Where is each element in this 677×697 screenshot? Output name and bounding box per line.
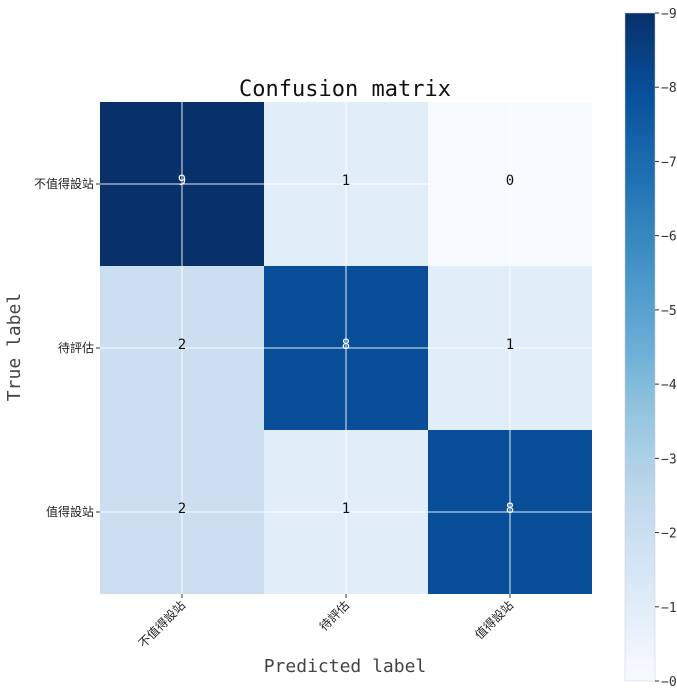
cell-value-label: 8 (506, 501, 514, 517)
cell-value-label: 1 (506, 337, 514, 353)
y-tick-label: 不值得設站 (34, 176, 94, 191)
colorbar-tick-label: −6 (661, 230, 677, 245)
x-tick-label: 待評估 (316, 598, 352, 634)
chart-title: Confusion matrix (239, 77, 451, 102)
y-axis-label: True label (4, 293, 25, 401)
y-tick-label: 待評估 (58, 340, 94, 355)
cell-value-label: 9 (178, 173, 186, 189)
colorbar-tick-label: −1 (661, 601, 677, 616)
x-axis-label: Predicted label (264, 656, 427, 677)
cell-value-label: 2 (178, 337, 186, 353)
colorbar (624, 12, 656, 682)
cell-value-label: 1 (342, 173, 350, 189)
grid-lines (100, 102, 592, 594)
colorbar-tick-label: −4 (661, 378, 677, 393)
colorbar-tick-label: −8 (661, 81, 677, 96)
cell-value-label: 8 (342, 337, 350, 353)
cell-value-label: 2 (178, 501, 186, 517)
x-tick-label: 值得設站 (472, 598, 517, 643)
y-tick-label: 值得設站 (46, 504, 94, 519)
colorbar-tick-label: −2 (661, 527, 677, 542)
cell-value-labels: 9 1 0 2 8 1 2 1 8 (178, 173, 514, 517)
cell-value-label: 1 (342, 501, 350, 517)
colorbar-tick-label: −9 (661, 7, 677, 22)
colorbar-tick-label: −7 (661, 155, 677, 170)
colorbar-ticks: −0 −1 −2 −3 −4 −5 −6 −7 −8 −9 (655, 7, 677, 690)
x-tick-label: 不值得設站 (135, 598, 188, 651)
colorbar-tick-label: −0 (661, 675, 677, 690)
colorbar-tick-label: −5 (661, 304, 677, 319)
cell-value-label: 0 (506, 173, 514, 189)
colorbar-tick-label: −3 (661, 452, 677, 467)
x-tick-labels: 不值得設站 待評估 值得設站 (135, 594, 516, 651)
